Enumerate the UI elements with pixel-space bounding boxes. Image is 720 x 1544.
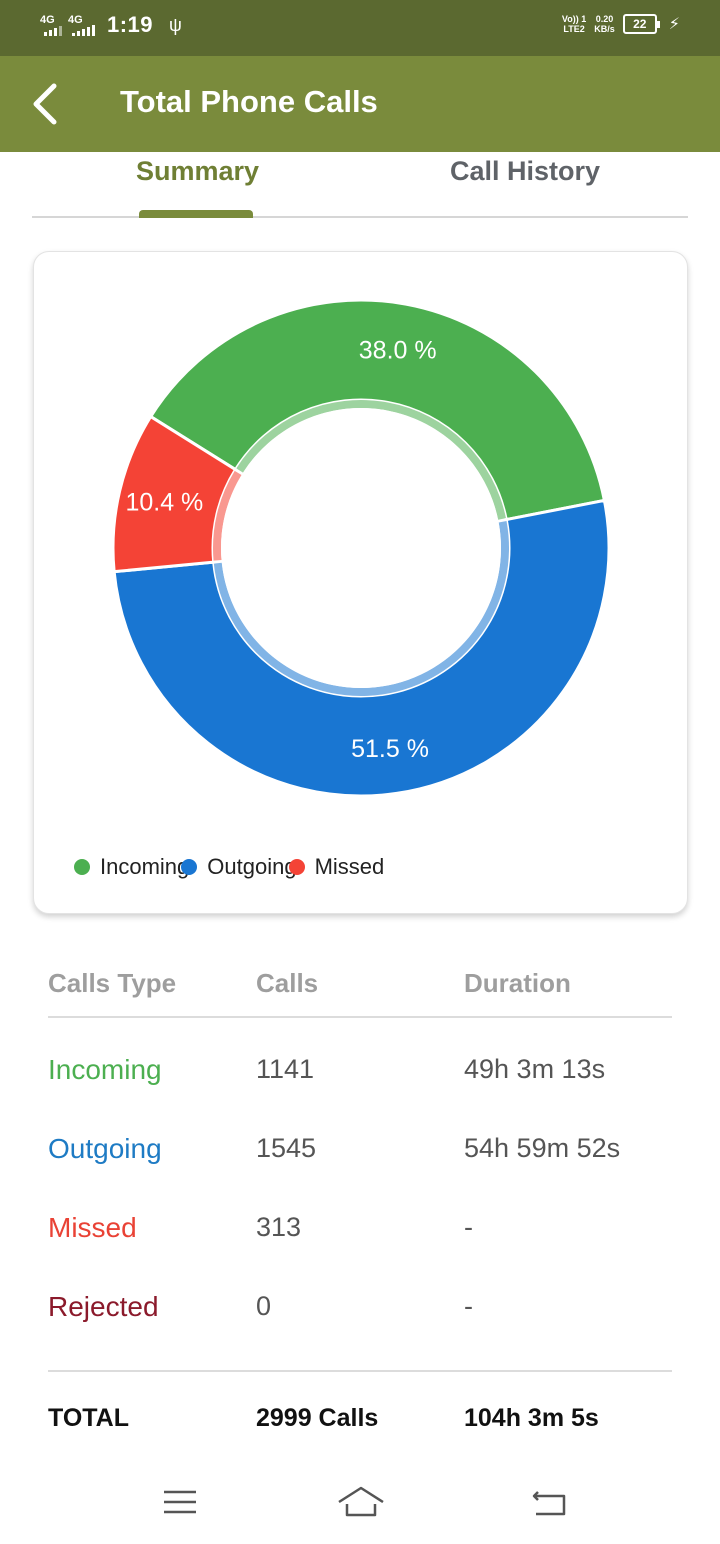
- header-calls: Calls: [256, 968, 319, 998]
- total-calls: 2999 Calls: [256, 1404, 379, 1432]
- network-speed: 0.20 KB/s: [594, 14, 615, 34]
- legend-label-outgoing: Outgoing: [207, 854, 297, 879]
- tab-indicator: [139, 210, 253, 218]
- total-label: TOTAL: [48, 1404, 130, 1432]
- chevron-left-icon: [33, 83, 57, 125]
- app-bar: Total Phone Calls: [0, 56, 720, 152]
- home-button[interactable]: [336, 1482, 386, 1522]
- charging-icon: ⚡: [668, 16, 680, 33]
- back-icon: [532, 1491, 566, 1516]
- status-bar: 4G 4G 1:19 ψ Vo)) 1 LTE2 0.20 KB/s 22 ⚡: [0, 0, 720, 56]
- legend-dot-incoming: [74, 859, 90, 875]
- row-duration: 54h 59m 52s: [464, 1133, 621, 1163]
- row-type: Incoming: [48, 1054, 162, 1085]
- legend-label-incoming: Incoming: [100, 854, 190, 879]
- data-label-outgoing: 51.5 %: [351, 735, 429, 763]
- tab-bar: Summary Call History: [32, 152, 688, 218]
- table-row-rejected: Rejected 0 -: [48, 1255, 672, 1334]
- tab-call-history[interactable]: Call History: [450, 156, 601, 186]
- table-total-row: TOTAL 2999 Calls 104h 3m 5s: [48, 1372, 672, 1442]
- table-row-missed: Missed 313 -: [48, 1176, 672, 1255]
- battery-level: 22: [633, 17, 647, 31]
- table-row-incoming: Incoming 1141 49h 3m 13s: [48, 1018, 672, 1097]
- legend-item-missed: Missed: [288, 854, 385, 880]
- back-nav-button[interactable]: [528, 1482, 572, 1522]
- legend-item-outgoing: Outgoing: [181, 854, 297, 880]
- row-calls: 1545: [256, 1133, 317, 1163]
- row-calls: 313: [256, 1212, 302, 1242]
- donut-chart: 38.0 % 51.5 % 10.4 %: [111, 298, 611, 798]
- data-label-missed: 10.4 %: [125, 489, 203, 517]
- speed-unit: KB/s: [594, 24, 615, 34]
- data-label-incoming: 38.0 %: [359, 336, 437, 364]
- row-duration: -: [464, 1212, 473, 1242]
- header-calls-type: Calls Type: [48, 968, 177, 998]
- back-button[interactable]: [28, 82, 68, 126]
- legend-item-incoming: Incoming: [74, 854, 189, 880]
- header-duration: Duration: [464, 968, 571, 998]
- row-calls: 1141: [256, 1054, 315, 1084]
- total-duration: 104h 3m 5s: [464, 1404, 599, 1432]
- menu-icon: [164, 1490, 196, 1514]
- lte-label: LTE2: [563, 24, 585, 34]
- legend-dot-outgoing: [181, 859, 198, 875]
- row-duration: -: [464, 1291, 473, 1321]
- row-type: Outgoing: [48, 1133, 162, 1164]
- tab-summary[interactable]: Summary: [136, 156, 260, 186]
- row-calls: 0: [256, 1291, 272, 1321]
- table-row-outgoing: Outgoing 1545 54h 59m 52s: [48, 1097, 672, 1176]
- volte-indicator: Vo)) 1 LTE2: [562, 14, 586, 34]
- donut-inner-ring-missed: [213, 470, 242, 561]
- row-type: Missed: [48, 1212, 137, 1243]
- legend-label-missed: Missed: [314, 854, 385, 879]
- chart-card: 38.0 % 51.5 % 10.4 % Incoming Outgoing Mis…: [33, 251, 688, 914]
- status-time: 1:19: [107, 12, 154, 37]
- network-type-2: 4G: [68, 13, 83, 26]
- home-icon: [338, 1486, 384, 1517]
- row-duration: 49h 3m 13s: [464, 1054, 606, 1084]
- table-divider: [48, 1334, 672, 1372]
- donut-inner-ring-incoming: [236, 400, 506, 520]
- calls-summary-table: Calls Type Calls Duration Incoming 1141 …: [48, 960, 672, 1442]
- volte-label: Vo)) 1: [561, 14, 587, 24]
- table-header: Calls Type Calls Duration: [48, 960, 672, 1018]
- speed-value: 0.20: [595, 14, 614, 24]
- legend-dot-missed: [288, 859, 305, 875]
- system-nav-bar: [0, 1464, 720, 1544]
- signal-icon-sim1: 4G: [40, 13, 62, 36]
- donut-hole: [221, 408, 501, 688]
- network-type-1: 4G: [40, 13, 55, 26]
- chart-legend: Incoming Outgoing Missed: [74, 854, 384, 880]
- usb-icon: ψ: [169, 14, 182, 35]
- battery-icon: 22: [622, 14, 660, 34]
- page-title: Total Phone Calls: [120, 84, 378, 119]
- menu-button[interactable]: [158, 1482, 202, 1522]
- signal-icon-sim2: 4G: [68, 13, 95, 36]
- row-type: Rejected: [48, 1291, 159, 1322]
